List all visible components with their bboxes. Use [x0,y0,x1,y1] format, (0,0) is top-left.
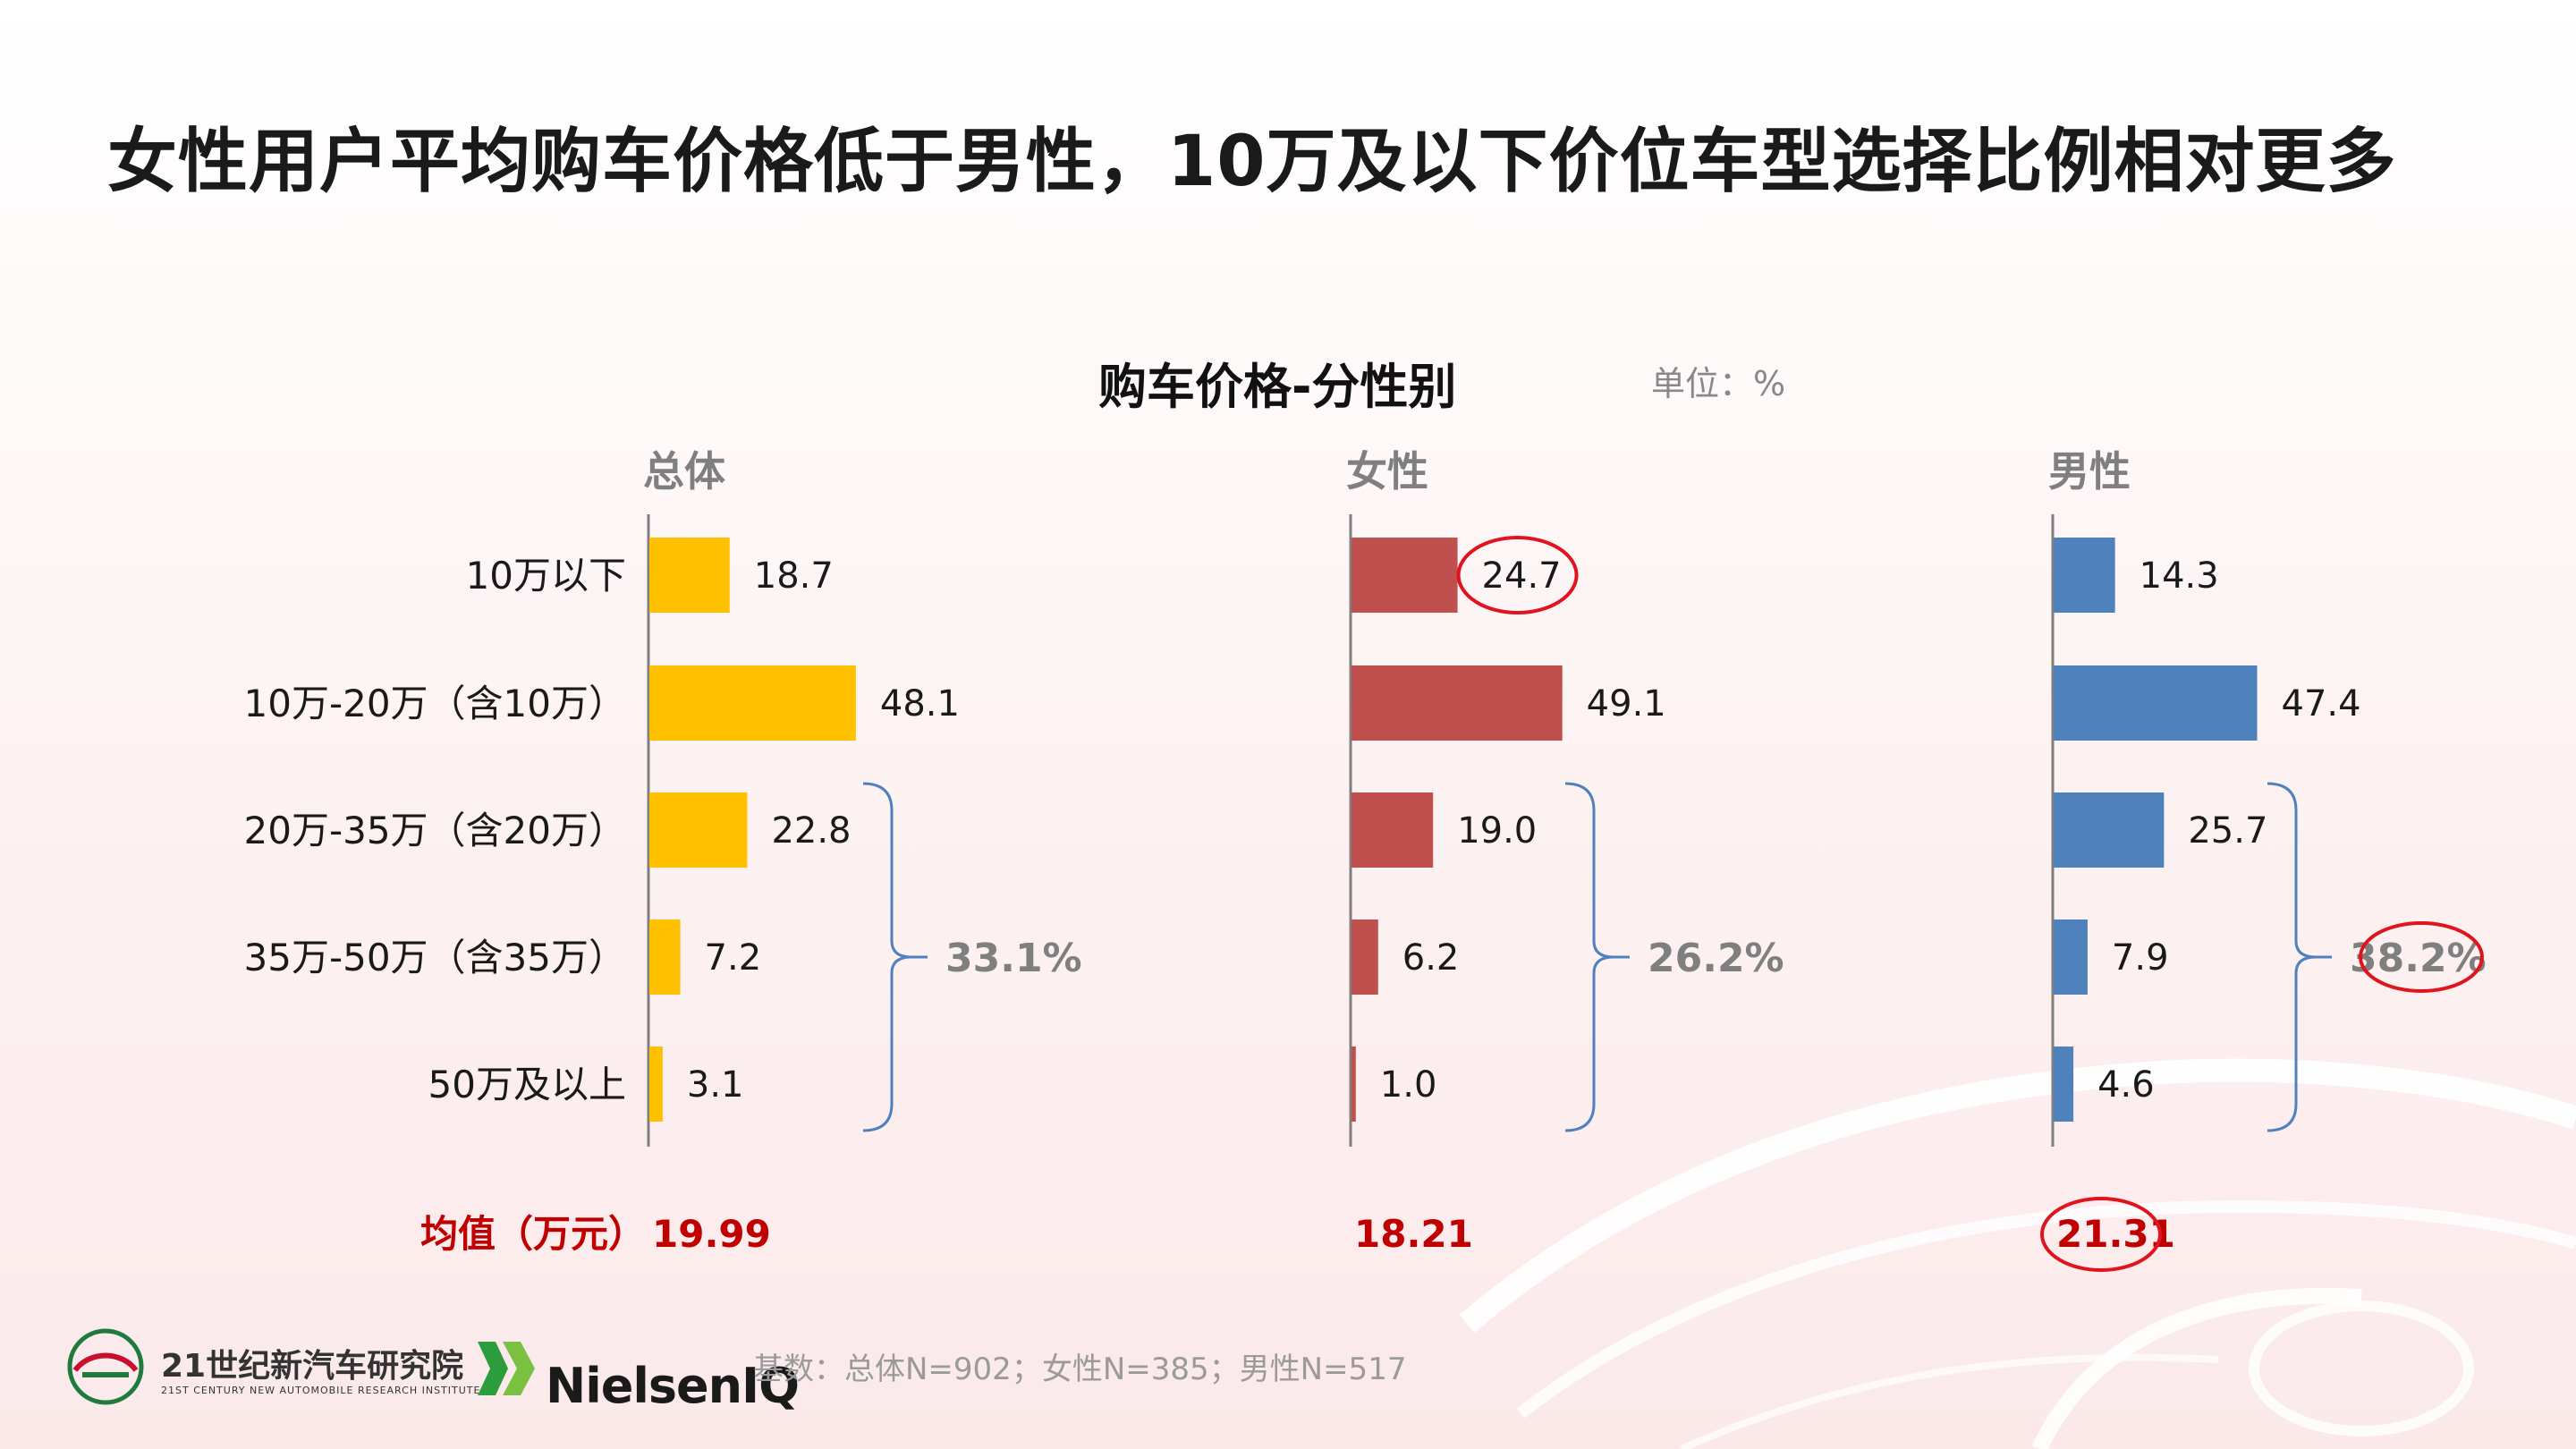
highlight-circle-female-under10 [1456,536,1579,614]
data-label-male: 7.9 [2112,937,2169,979]
panel-header-male: 男性 [2048,447,2131,496]
unit-label: 单位：% [1651,364,1786,403]
bracket-total-female: 26.2% [1648,936,1784,981]
bracket-total [862,782,928,1132]
data-label-female: 49.1 [1587,683,1666,724]
highlight-circle-male-mean [2040,1197,2162,1272]
bar-female [1352,665,1563,741]
bar-female [1352,1046,1356,1122]
data-label-male: 14.3 [2140,555,2219,597]
panel-header-female: 女性 [1346,447,1428,496]
bar-total [649,792,748,868]
bar-total [649,538,730,613]
bar-female [1352,792,1434,868]
data-label-total: 48.1 [880,683,960,724]
bracket-total-male: 38.2% [2350,936,2487,981]
data-label-female: 19.0 [1457,810,1537,852]
mean-value-total: 19.99 [652,1212,771,1256]
footer-logos: 21世纪新汽车研究院 21ST CENTURY NEW AUTOMOBILE R… [63,1324,800,1422]
chart-title: 购车价格-分性别 [1098,359,1457,415]
bar-male [2054,792,2165,868]
category-label: 35万-50万（含35万） [244,936,627,979]
bar-male [2054,919,2088,995]
mean-label: 均值（万元） [420,1212,646,1256]
category-label: 10万-20万（含10万） [244,682,627,725]
institute-logo-en: 21ST CENTURY NEW AUTOMOBILE RESEARCH INS… [161,1385,481,1396]
bracket-female [1564,782,1630,1132]
bar-total [649,665,856,741]
highlight-circle-male-bracket [2359,921,2484,993]
data-label-female: 1.0 [1380,1064,1437,1106]
data-label-total: 7.2 [705,937,762,979]
data-label-male: 47.4 [2282,683,2361,724]
institute-logo-cn: 21世纪新汽车研究院 [161,1348,464,1385]
bar-male [2054,538,2115,613]
data-label-female: 24.7 [1482,555,1562,597]
institute-logo-icon [67,1328,144,1405]
bar-total [649,1046,663,1122]
category-label: 10万以下 [466,554,626,597]
nielsen-logo-icon [478,1342,535,1395]
data-label-total: 3.1 [687,1064,744,1106]
data-label-male: 25.7 [2188,810,2267,852]
bracket-male [2267,782,2332,1132]
bar-male [2054,1046,2074,1122]
bracket-total-total: 33.1% [945,936,1082,981]
bar-female [1352,919,1378,995]
mean-value-female: 18.21 [1354,1212,1473,1256]
category-label: 20万-35万（含20万） [244,809,627,852]
bar-female [1352,538,1458,613]
panel-header-total: 总体 [643,447,725,496]
bar-total [649,919,681,995]
bar-male [2054,665,2258,741]
data-label-female: 6.2 [1402,937,1460,979]
data-label-total: 22.8 [771,810,851,852]
mean-value-male: 21.31 [2056,1212,2175,1256]
page-title: 女性用户平均购车价格低于男性，10万及以下价位车型选择比例相对更多 [107,122,2397,202]
data-label-male: 4.6 [2097,1064,2155,1106]
nielsen-logo-text: NielsenIQ [546,1358,800,1414]
data-label-total: 18.7 [754,555,834,597]
category-label: 50万及以上 [428,1063,626,1106]
footnote: 基数：总体N=902；女性N=385；男性N=517 [753,1352,1407,1387]
